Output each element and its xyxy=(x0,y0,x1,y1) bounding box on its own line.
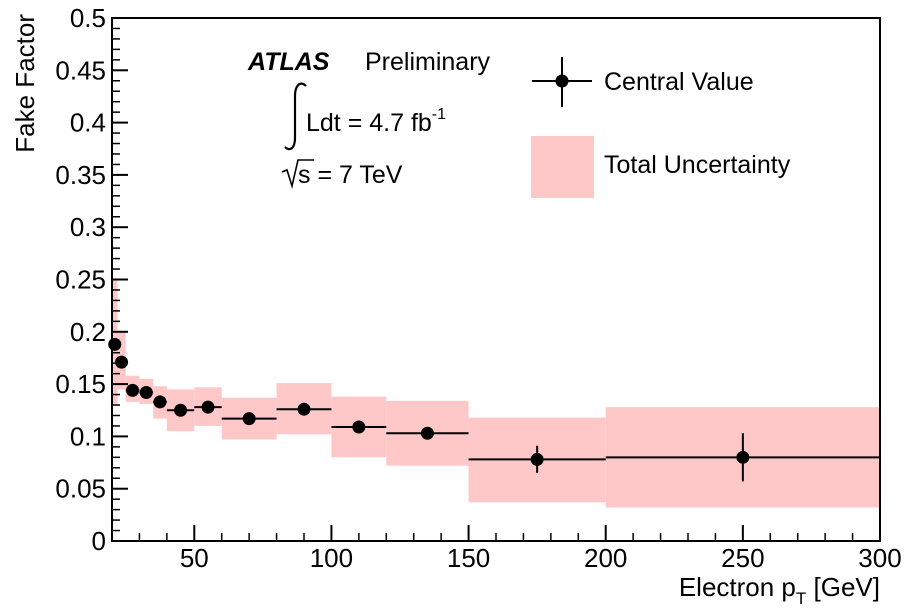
x-axis-title-unit: [GeV] xyxy=(806,572,880,602)
y-tick-label-0: 0 xyxy=(92,526,106,556)
y-tick-label-4: 0.2 xyxy=(70,317,106,347)
data-point-0 xyxy=(108,337,122,351)
luminosity-value: Ldt = 4.7 fb xyxy=(306,109,432,137)
y-tick-label-9: 0.45 xyxy=(55,55,106,85)
y-tick-label-6: 0.3 xyxy=(70,212,106,242)
preliminary-label: Preliminary xyxy=(365,48,491,76)
data-point-11 xyxy=(530,452,544,466)
x-tick-label-3: 200 xyxy=(584,543,627,573)
energy-label: s = 7 TeV xyxy=(298,161,403,189)
x-tick-label-0: 50 xyxy=(180,543,209,573)
data-point-8 xyxy=(297,402,311,416)
x-tick-label-1: 100 xyxy=(310,543,353,573)
legend: Central Value Total Uncertainty xyxy=(531,57,791,198)
y-axis-title: Fake Factor xyxy=(10,14,40,153)
legend-swatch-uncertainty xyxy=(531,136,594,198)
legend-label-total-uncertainty: Total Uncertainty xyxy=(604,151,791,179)
data-point-10 xyxy=(420,426,434,440)
data-point-4 xyxy=(153,395,167,409)
x-tick-label-5: 300 xyxy=(858,543,901,573)
x-tick-label-4: 250 xyxy=(721,543,764,573)
data-point-9 xyxy=(352,420,366,434)
x-axis-title-main: Electron p xyxy=(679,572,796,602)
sqrt-symbol xyxy=(281,159,314,190)
y-tick-label-5: 0.25 xyxy=(55,265,106,295)
axis-ticks: 50 100 150 200 250 300 0 0.05 0.1 0.15 0.2 0.25 0.3 0… xyxy=(55,3,901,573)
y-tick-label-3: 0.15 xyxy=(55,369,106,399)
data-point-7 xyxy=(242,412,256,426)
x-axis-title: Electron pT [GeV] xyxy=(679,572,880,608)
data-point-3 xyxy=(139,385,153,399)
data-point-2 xyxy=(126,383,140,397)
luminosity-exponent: -1 xyxy=(432,106,446,123)
y-tick-label-8: 0.4 xyxy=(70,108,106,138)
legend-label-central-value: Central Value xyxy=(604,68,754,96)
y-tick-label-2: 0.1 xyxy=(70,421,106,451)
data-point-5 xyxy=(174,403,188,417)
central-value-points xyxy=(108,337,880,482)
y-tick-label-1: 0.05 xyxy=(55,474,106,504)
y-tick-label-10: 0.5 xyxy=(70,3,106,33)
data-point-1 xyxy=(115,355,129,369)
integral-symbol xyxy=(284,82,307,151)
luminosity-label: Ldt = 4.7 fb-1 xyxy=(306,106,446,137)
legend-marker-dot xyxy=(555,74,569,88)
x-tick-label-2: 150 xyxy=(447,543,490,573)
y-tick-label-7: 0.35 xyxy=(55,160,106,190)
atlas-label: ATLAS xyxy=(247,48,330,76)
x-axis-title-subscript: T xyxy=(796,589,806,608)
data-point-6 xyxy=(201,400,215,414)
data-point-12 xyxy=(736,450,750,464)
